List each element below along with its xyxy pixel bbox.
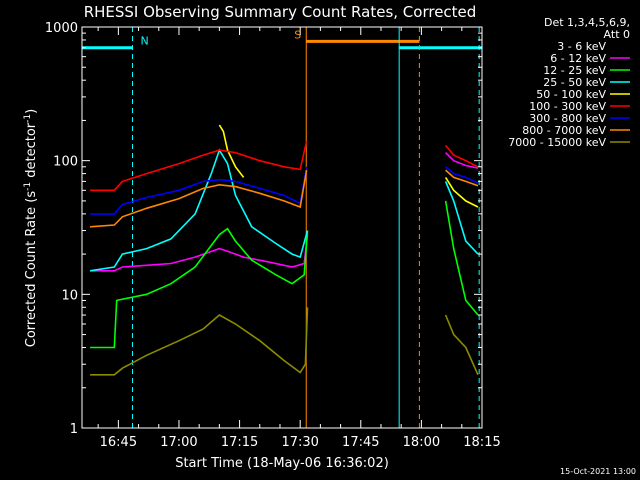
legend-header: Att 0 — [604, 28, 630, 41]
x-tick-label: 17:15 — [221, 435, 258, 450]
legend-label: 100 - 300 keV — [529, 100, 606, 113]
y-tick-label: 1 — [70, 422, 78, 437]
legend-label: 300 - 800 keV — [529, 112, 606, 125]
plot-frame — [81, 26, 483, 429]
y-tick-label: 100 — [53, 155, 78, 170]
legend-label: 7000 - 15000 keV — [508, 136, 606, 149]
x-axis-title: Start Time (18-May-06 16:36:02) — [175, 456, 389, 471]
series-line — [90, 307, 479, 376]
y-tick-label: 1000 — [45, 21, 78, 36]
legend-label: 12 - 25 keV — [543, 64, 606, 77]
legend-label: 50 - 100 keV — [536, 88, 606, 101]
x-tick-label: 16:45 — [100, 435, 137, 450]
x-tick-label: 17:00 — [160, 435, 197, 450]
series-line — [90, 293, 479, 365]
chart-title: RHESSI Observing Summary Count Rates, Co… — [84, 3, 477, 21]
legend-label: 25 - 50 keV — [543, 76, 606, 89]
footer-timestamp: 15-Oct-2021 13:00 — [560, 467, 636, 476]
flag-label: N — [141, 35, 149, 48]
series-line — [218, 124, 479, 208]
flag-label: S — [294, 28, 301, 41]
x-tick-label: 17:45 — [342, 435, 379, 450]
series-line — [90, 140, 479, 192]
x-tick-label: 18:00 — [403, 435, 440, 450]
legend-label: 6 - 12 keV — [550, 52, 606, 65]
series-line — [90, 169, 479, 228]
legend-label: 3 - 6 keV — [557, 40, 606, 53]
series-line — [90, 200, 479, 349]
series-line — [90, 152, 479, 272]
x-tick-label: 17:30 — [281, 435, 318, 450]
x-tick-label: 18:15 — [463, 435, 500, 450]
legend-header: Det 1,3,4,5,6,9, — [544, 16, 630, 29]
y-tick-label: 10 — [61, 288, 78, 303]
legend-label: 800 - 7000 keV — [522, 124, 606, 137]
y-axis-title: Corrected Count Rate (s-1 detector-1) — [23, 109, 39, 347]
series-line — [90, 166, 479, 215]
